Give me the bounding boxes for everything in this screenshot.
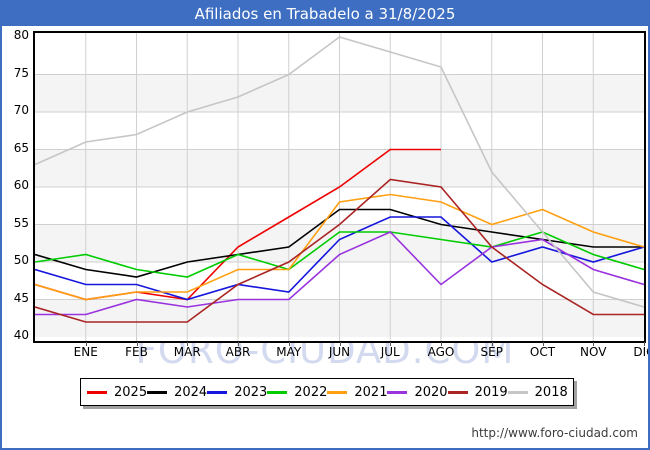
series-line-2019 — [35, 178, 644, 323]
x-axis-label: ABR — [225, 345, 251, 359]
x-axis-tick — [339, 342, 341, 346]
legend-label: 2023 — [234, 384, 268, 400]
legend-label: 2020 — [414, 384, 448, 400]
legend-item-2019: 2019 — [447, 384, 508, 400]
legend-item-2021: 2021 — [327, 385, 387, 400]
x-axis-label: MAR — [173, 345, 201, 359]
x-axis-label: FEB — [125, 345, 148, 359]
legend-dash-icon — [387, 390, 408, 394]
series-line-2021 — [35, 193, 644, 301]
legend-dash-icon — [207, 390, 228, 394]
x-axis-label: MAY — [276, 345, 302, 359]
y-axis-label: 45 — [13, 290, 29, 305]
y-axis-label: 80 — [13, 28, 29, 42]
y-axis-label: 75 — [13, 65, 29, 80]
x-axis-tick — [288, 342, 290, 346]
x-axis-label: ENE — [73, 345, 98, 359]
series-line-2018 — [35, 36, 644, 308]
x-axis-tick — [644, 342, 645, 346]
x-axis-label: AGO — [427, 345, 455, 359]
y-axis-label: 55 — [13, 215, 29, 230]
x-axis-label: JUN — [328, 345, 351, 359]
footer-url[interactable]: http://www.foro-ciudad.com — [471, 426, 638, 440]
x-axis-tick — [491, 342, 493, 346]
legend-item-2025: 2025 — [87, 385, 147, 400]
plot-area — [33, 31, 646, 343]
y-axis-label: 70 — [13, 103, 29, 117]
y-axis-label: 60 — [13, 178, 29, 192]
x-axis-label: OCT — [529, 345, 556, 359]
legend-item-2022: 2022 — [267, 385, 327, 400]
legend-dash-icon — [447, 390, 468, 394]
legend-dash-icon — [507, 390, 528, 394]
series-line-2023 — [35, 216, 644, 301]
x-axis-tick — [441, 342, 442, 346]
legend: 2025 2024 2023 2022 2021 2020 2019 2018 — [80, 378, 574, 406]
x-axis-tick — [187, 342, 189, 346]
x-axis-label: JUL — [380, 345, 400, 359]
legend-dash-icon — [87, 390, 107, 394]
series-line-2020 — [35, 231, 644, 316]
legend-label: 2022 — [294, 384, 328, 400]
x-axis-tick — [136, 342, 138, 346]
x-axis-tick — [593, 342, 595, 346]
x-axis-label: NOV — [580, 345, 607, 359]
legend-label: 2018 — [534, 384, 568, 400]
x-axis-label: SEP — [480, 345, 503, 359]
legend-item-2018: 2018 — [507, 384, 568, 400]
legend-label: 2019 — [474, 384, 508, 400]
x-axis-tick — [238, 342, 239, 346]
legend-item-2020: 2020 — [387, 384, 448, 400]
x-axis-tick — [390, 342, 392, 346]
legend-item-2024: 2024 — [147, 385, 207, 400]
legend-dash-icon — [267, 390, 288, 394]
x-axis-tick — [542, 342, 544, 346]
y-axis-label: 65 — [13, 140, 29, 155]
y-axis-label: 40 — [13, 328, 29, 342]
chart-canvas — [35, 33, 644, 341]
legend-dash-icon — [147, 390, 168, 394]
legend-label: 2025 — [114, 384, 148, 400]
legend-label: 2021 — [354, 384, 388, 400]
legend-label: 2024 — [174, 384, 208, 400]
y-axis-label: 50 — [13, 253, 29, 267]
x-axis-tick — [85, 342, 87, 346]
chart-title: Afiliados en Trabadelo a 31/8/2025 — [2, 2, 648, 26]
x-axis-label: DIC — [633, 345, 648, 359]
legend-dash-icon — [327, 390, 348, 394]
legend-item-2023: 2023 — [207, 385, 267, 400]
